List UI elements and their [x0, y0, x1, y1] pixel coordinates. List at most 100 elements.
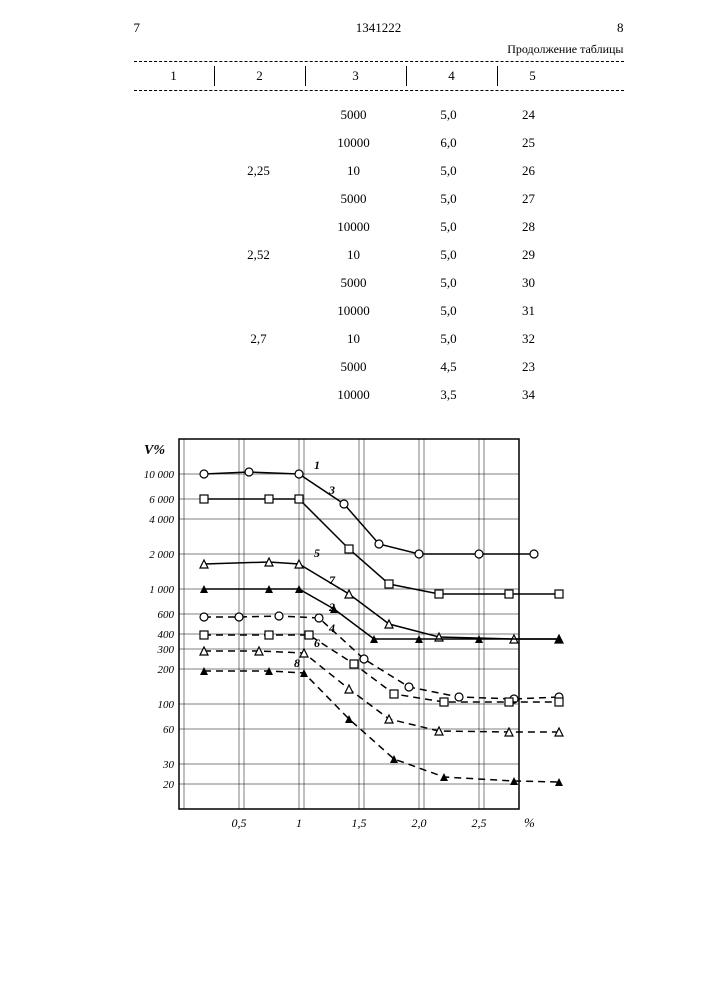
- data-table: 1 2 3 4 5 50005,024100006,0252,25105,026…: [134, 61, 624, 409]
- doc-id: 1341222: [356, 20, 402, 36]
- table-cell: [214, 219, 304, 235]
- svg-text:10 000: 10 000: [143, 469, 174, 481]
- table-row: 100005,031: [134, 297, 624, 325]
- table-cell: 3,5: [404, 387, 494, 403]
- table-row: 100003,534: [134, 381, 624, 409]
- svg-text:600: 600: [157, 609, 174, 621]
- table-cell: 23: [494, 359, 564, 375]
- table-cell: 5000: [304, 107, 404, 123]
- table-caption: Продолжение таблицы: [24, 42, 684, 57]
- table-cell: 32: [494, 331, 564, 347]
- table-cell: [214, 359, 304, 375]
- th-3: 3: [306, 66, 407, 86]
- table-cell: 26: [494, 163, 564, 179]
- svg-text:1,5: 1,5: [351, 816, 366, 830]
- svg-text:6: 6: [314, 636, 320, 650]
- table-cell: [134, 303, 214, 319]
- svg-text:2 000: 2 000: [149, 549, 174, 561]
- table-cell: 5000: [304, 359, 404, 375]
- svg-text:20: 20: [163, 779, 175, 791]
- chart-svg: V%10 0006 0004 0002 0001 000600400300200…: [124, 429, 584, 859]
- svg-text:0,5: 0,5: [231, 816, 246, 830]
- svg-text:2,0: 2,0: [411, 816, 426, 830]
- table-cell: 4,5: [404, 359, 494, 375]
- table-cell: 5,0: [404, 303, 494, 319]
- table-cell: 5,0: [404, 191, 494, 207]
- table-row: 2,7105,032: [134, 325, 624, 353]
- table-cell: 5,0: [404, 275, 494, 291]
- svg-text:3: 3: [328, 483, 335, 497]
- table-cell: [134, 275, 214, 291]
- chart: V%10 0006 0004 0002 0001 000600400300200…: [124, 429, 684, 859]
- table-row: 100006,025: [134, 129, 624, 157]
- table-cell: 6,0: [404, 135, 494, 151]
- svg-text:5: 5: [314, 546, 320, 560]
- svg-text:%: %: [524, 815, 535, 830]
- table-cell: 30: [494, 275, 564, 291]
- table-cell: [134, 247, 214, 263]
- table-cell: [134, 163, 214, 179]
- th-2: 2: [215, 66, 306, 86]
- svg-text:V%: V%: [144, 443, 165, 458]
- table-row: 50005,030: [134, 269, 624, 297]
- table-cell: 27: [494, 191, 564, 207]
- table-cell: [214, 275, 304, 291]
- table-cell: [214, 303, 304, 319]
- table-cell: [134, 107, 214, 123]
- table-cell: 5,0: [404, 219, 494, 235]
- table-cell: 10000: [304, 219, 404, 235]
- th-1: 1: [134, 66, 215, 86]
- svg-text:60: 60: [163, 724, 175, 736]
- table-cell: 5000: [304, 275, 404, 291]
- svg-text:7: 7: [329, 573, 336, 587]
- table-row: 50005,024: [134, 101, 624, 129]
- table-cell: 28: [494, 219, 564, 235]
- svg-text:2: 2: [328, 600, 335, 614]
- table-cell: [134, 191, 214, 207]
- table-cell: 10000: [304, 387, 404, 403]
- table-row: 2,25105,026: [134, 157, 624, 185]
- table-cell: 10: [304, 331, 404, 347]
- table-cell: 5,0: [404, 107, 494, 123]
- svg-text:1: 1: [314, 458, 320, 472]
- table-cell: 5,0: [404, 331, 494, 347]
- table-cell: [134, 387, 214, 403]
- table-body: 50005,024100006,0252,25105,02650005,0271…: [134, 101, 624, 409]
- table-cell: [214, 191, 304, 207]
- page-header: 7 1341222 8: [24, 20, 684, 36]
- table-cell: 2,25: [214, 163, 304, 179]
- page-right: 8: [617, 20, 624, 36]
- table-cell: [134, 331, 214, 347]
- svg-text:30: 30: [162, 759, 175, 771]
- svg-text:2,5: 2,5: [471, 816, 486, 830]
- table-cell: 25: [494, 135, 564, 151]
- table-cell: [134, 135, 214, 151]
- table-cell: 2,52: [214, 247, 304, 263]
- table-cell: 10: [304, 163, 404, 179]
- svg-text:4: 4: [328, 621, 335, 635]
- table-cell: 31: [494, 303, 564, 319]
- svg-text:400: 400: [157, 629, 174, 641]
- svg-text:6 000: 6 000: [149, 494, 174, 506]
- table-row: 50005,027: [134, 185, 624, 213]
- svg-text:300: 300: [156, 644, 174, 656]
- table-cell: 29: [494, 247, 564, 263]
- table-cell: 5,0: [404, 163, 494, 179]
- table-cell: 5000: [304, 191, 404, 207]
- table-cell: 34: [494, 387, 564, 403]
- table-cell: 10000: [304, 135, 404, 151]
- svg-text:1 000: 1 000: [149, 584, 174, 596]
- table-cell: 24: [494, 107, 564, 123]
- table-cell: 10000: [304, 303, 404, 319]
- table-header-row: 1 2 3 4 5: [134, 61, 624, 91]
- svg-text:4 000: 4 000: [149, 514, 174, 526]
- svg-text:100: 100: [157, 699, 174, 711]
- table-row: 2,52105,029: [134, 241, 624, 269]
- table-cell: 5,0: [404, 247, 494, 263]
- page-left: 7: [134, 20, 141, 36]
- table-cell: [214, 107, 304, 123]
- table-cell: [134, 359, 214, 375]
- th-4: 4: [407, 66, 498, 86]
- table-row: 50004,523: [134, 353, 624, 381]
- table-row: 100005,028: [134, 213, 624, 241]
